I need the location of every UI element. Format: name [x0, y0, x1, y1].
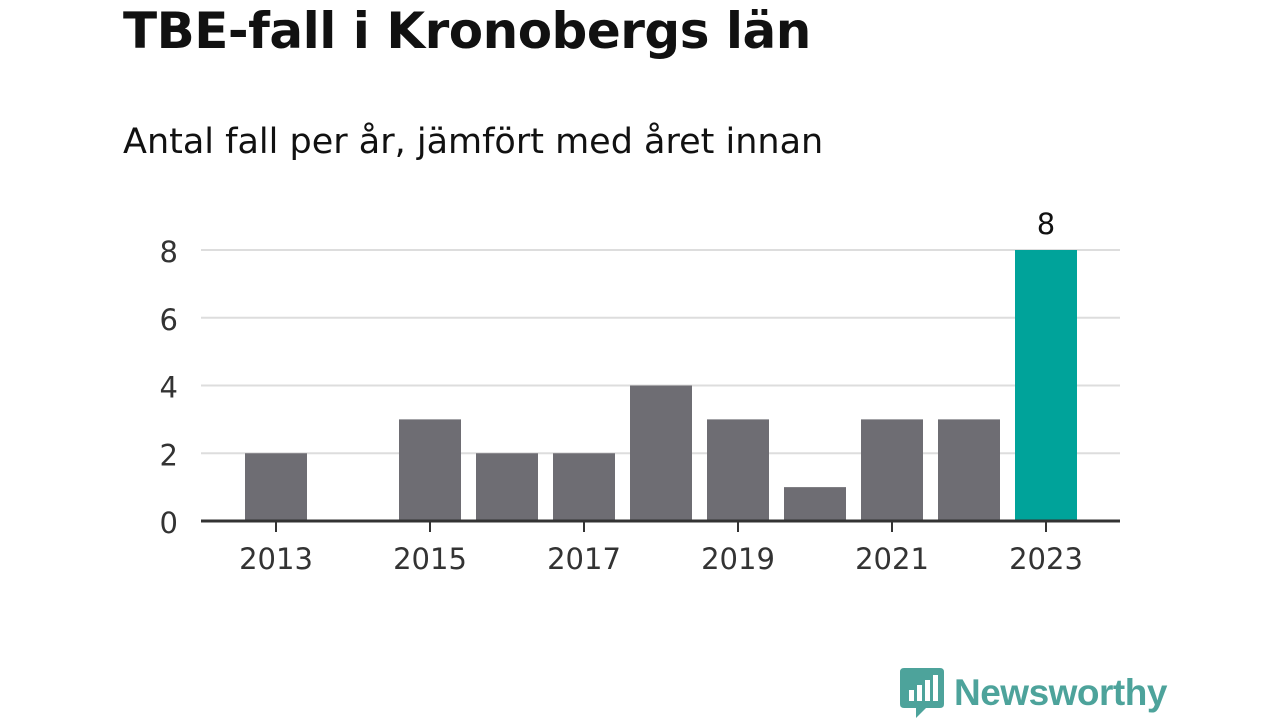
newsworthy-logo-icon: [900, 668, 944, 718]
chart-title: TBE-fall i Kronobergs län: [123, 2, 811, 60]
data-label: 8: [1037, 207, 1055, 241]
x-tick-label: 2019: [701, 542, 775, 576]
x-tick-label: 2021: [855, 542, 929, 576]
bar-2020: [784, 487, 846, 521]
y-tick-label: 8: [160, 235, 178, 269]
bar-2017: [553, 453, 615, 521]
bar-2013: [245, 453, 307, 521]
chart-subtitle: Antal fall per år, jämfört med året inna…: [123, 122, 824, 162]
x-axis: [201, 519, 1120, 532]
bar-2022: [938, 419, 1000, 521]
bar-2016: [476, 453, 538, 521]
bar-2021: [861, 419, 923, 521]
bar-chart: 0 2 4 6 8 2013 2015 2017 2019 2021 2023 8: [160, 207, 1120, 576]
bar-2015: [399, 419, 461, 521]
x-tick-label: 2023: [1009, 542, 1083, 576]
bar-2018: [630, 385, 692, 521]
newsworthy-logo: Newsworthy: [900, 668, 1167, 718]
labels: 0 2 4 6 8 2013 2015 2017 2019 2021 2023 8: [160, 207, 1083, 576]
x-tick-label: 2017: [547, 542, 621, 576]
bars: [245, 250, 1077, 521]
y-tick-label: 6: [160, 303, 178, 337]
newsworthy-logo-text: Newsworthy: [954, 672, 1167, 713]
y-tick-label: 0: [160, 506, 178, 540]
y-tick-label: 2: [160, 438, 178, 472]
bar-2023: [1015, 250, 1077, 521]
x-tick-label: 2015: [393, 542, 467, 576]
bar-2019: [707, 419, 769, 521]
y-tick-label: 4: [160, 371, 178, 405]
x-tick-label: 2013: [239, 542, 313, 576]
